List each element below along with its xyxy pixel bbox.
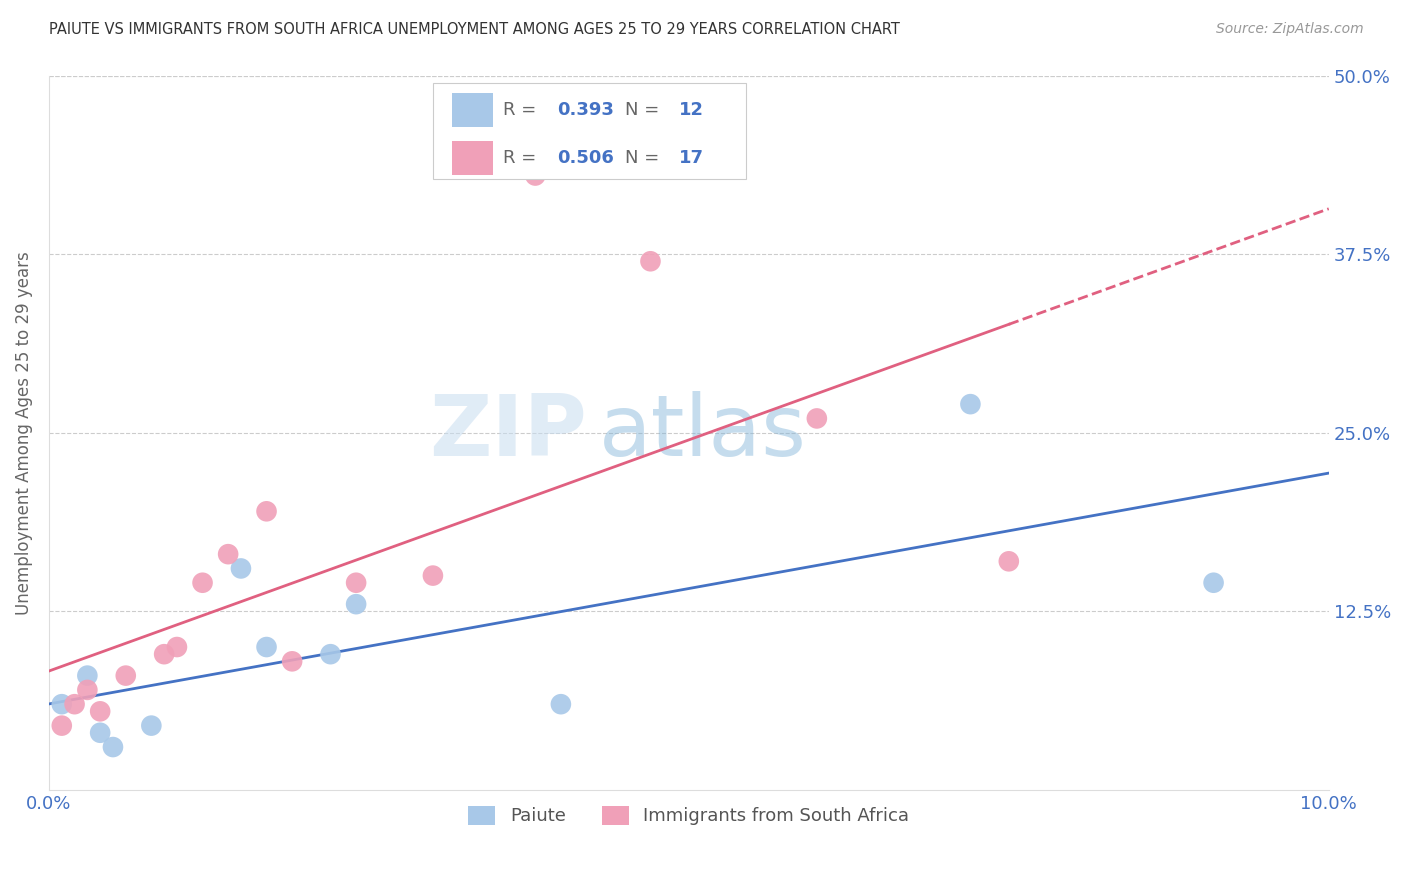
Point [89, 704, 111, 718]
Point [166, 640, 188, 654]
Point [89, 725, 111, 739]
FancyBboxPatch shape [433, 83, 747, 179]
Text: ZIP: ZIP [429, 392, 586, 475]
Point [114, 668, 136, 682]
Point [1202, 575, 1225, 590]
Point [217, 547, 239, 561]
Text: Source: ZipAtlas.com: Source: ZipAtlas.com [1216, 22, 1364, 37]
Point [101, 740, 124, 755]
Text: 17: 17 [679, 149, 703, 167]
Text: R =: R = [503, 149, 543, 167]
Point [191, 575, 214, 590]
Point [550, 697, 572, 711]
Point [63, 697, 86, 711]
Text: 0.506: 0.506 [557, 149, 614, 167]
Point [959, 397, 981, 411]
Point [319, 647, 342, 661]
Point [281, 654, 304, 668]
Text: R =: R = [503, 101, 543, 119]
Point [256, 640, 278, 654]
Text: N =: N = [624, 101, 665, 119]
Point [51, 718, 73, 732]
Text: N =: N = [624, 149, 665, 167]
Point [76, 668, 98, 682]
Point [76, 682, 98, 697]
Y-axis label: Unemployment Among Ages 25 to 29 years: Unemployment Among Ages 25 to 29 years [15, 251, 32, 615]
Text: 0.393: 0.393 [557, 101, 614, 119]
Text: PAIUTE VS IMMIGRANTS FROM SOUTH AFRICA UNEMPLOYMENT AMONG AGES 25 TO 29 YEARS CO: PAIUTE VS IMMIGRANTS FROM SOUTH AFRICA U… [49, 22, 900, 37]
Point [998, 554, 1021, 568]
FancyBboxPatch shape [453, 93, 494, 127]
Legend: Paiute, Immigrants from South Africa: Paiute, Immigrants from South Africa [460, 797, 918, 835]
Point [153, 647, 176, 661]
Point [422, 568, 444, 582]
Point [51, 697, 73, 711]
Point [344, 597, 367, 611]
Point [344, 575, 367, 590]
Point [640, 254, 662, 268]
Text: atlas: atlas [599, 392, 807, 475]
Point [524, 169, 547, 183]
Text: 12: 12 [679, 101, 703, 119]
Point [256, 504, 278, 518]
Point [141, 718, 163, 732]
Point [806, 411, 828, 425]
FancyBboxPatch shape [453, 141, 494, 175]
Point [229, 561, 252, 575]
